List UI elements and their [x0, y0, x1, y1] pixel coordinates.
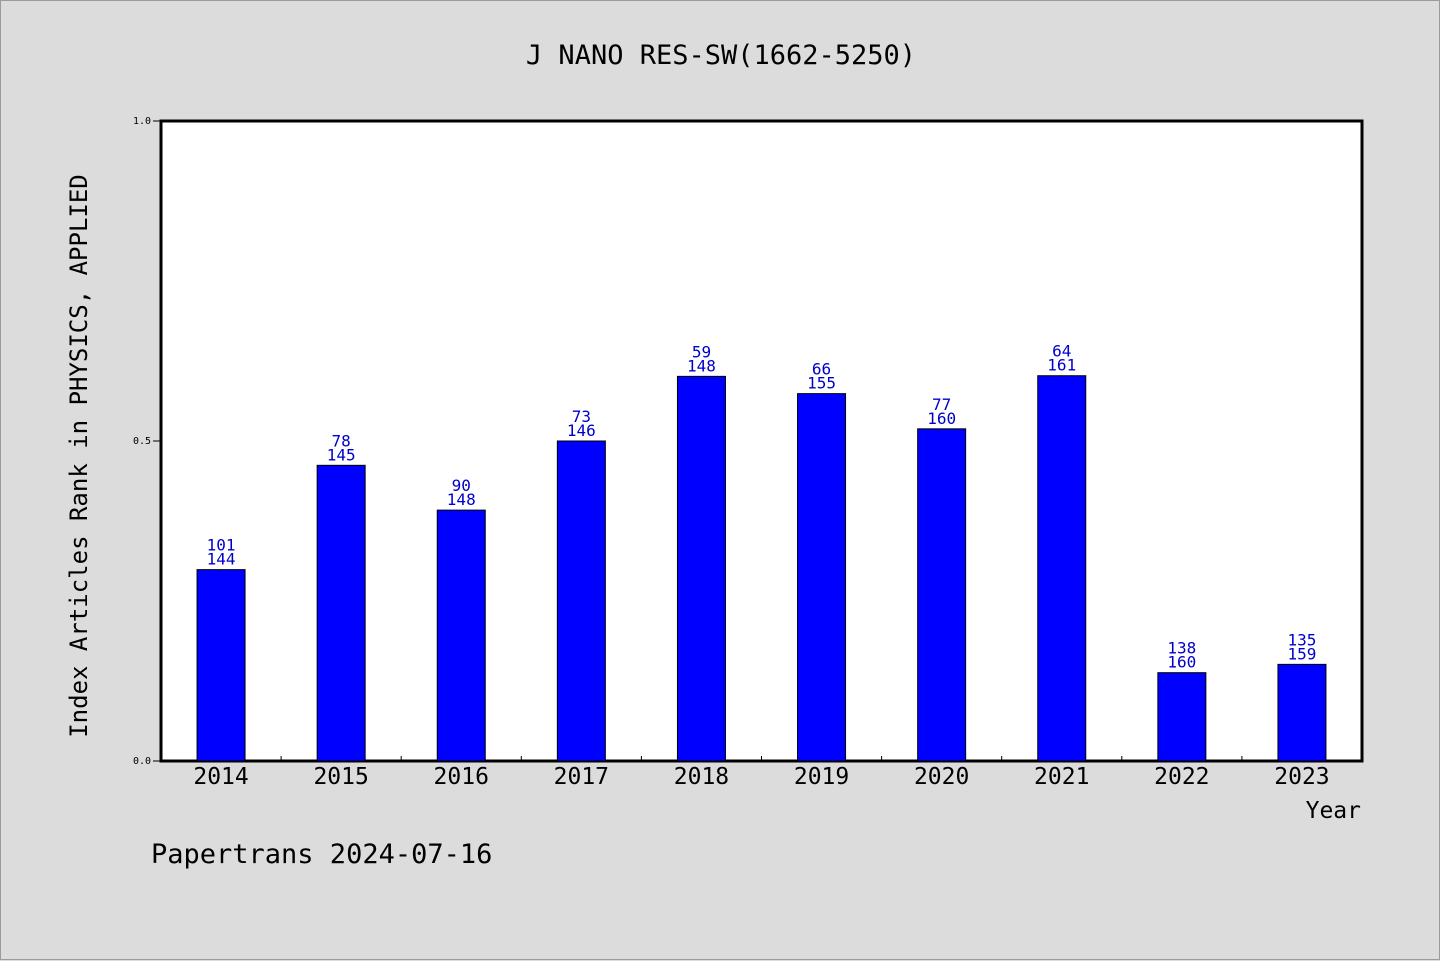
bars-group: [196, 375, 1327, 762]
bar-label-top-2021: 64: [1052, 342, 1071, 361]
x-tick-label-2016: 2016: [434, 764, 489, 790]
bar-label-top-2020: 77: [932, 395, 951, 414]
bar-label-bottom-2017: 146: [567, 421, 596, 440]
x-tick-label-2018: 2018: [674, 764, 729, 790]
y-axis: 0.0 0.5 1.0: [133, 116, 161, 767]
bar-2020: [917, 428, 967, 762]
bar-2021: [1037, 375, 1087, 762]
y-tick-label: 1.0: [133, 116, 151, 127]
bar-label-bottom-2021: 161: [1047, 356, 1076, 375]
bar-2015: [316, 464, 366, 762]
x-tick-label-2021: 2021: [1034, 764, 1089, 790]
bar-label-top-2018: 59: [692, 342, 711, 361]
bar-label-bottom-2020: 160: [927, 409, 956, 428]
bar-label-bottom-2018: 148: [687, 356, 716, 375]
bar-label-top-2017: 73: [572, 407, 591, 426]
bar-2018: [676, 375, 726, 762]
bar-2014: [196, 569, 246, 762]
y-axis-label: Index Articles Rank in PHYSICS, APPLIED: [65, 174, 93, 738]
bar-label-bottom-2019: 155: [807, 374, 836, 393]
y-tick-label: 0.0: [133, 756, 151, 767]
bar-label-bottom-2016: 148: [447, 490, 476, 509]
bar-label-top-2016: 90: [452, 476, 471, 495]
x-tick-label-2017: 2017: [554, 764, 609, 790]
bar-label-top-2022: 138: [1167, 639, 1196, 658]
bar-2017: [556, 440, 606, 762]
bar-label-top-2014: 101: [207, 536, 236, 555]
bar-label-bottom-2014: 144: [207, 550, 236, 569]
x-tick-label-2023: 2023: [1274, 764, 1329, 790]
x-tick-label-2015: 2015: [313, 764, 368, 790]
x-axis: 2014 2015 2016 2017 2018 2019 2020 2021 2022 2023: [193, 756, 1330, 790]
bar-2023: [1277, 663, 1327, 762]
x-axis-label: Year: [1306, 798, 1361, 824]
bar-label-bottom-2015: 145: [327, 445, 356, 464]
x-tick-label-2020: 2020: [914, 764, 969, 790]
x-tick-label-2014: 2014: [193, 764, 248, 790]
x-tick-label-2019: 2019: [794, 764, 849, 790]
y-tick-label: 0.5: [133, 436, 151, 447]
x-tick-label-2022: 2022: [1154, 764, 1209, 790]
bar-label-top-2023: 135: [1287, 630, 1316, 649]
bar-label-top-2015: 78: [332, 431, 351, 450]
footer-text: Papertrans 2024-07-16: [151, 839, 492, 870]
bar-2016: [436, 509, 486, 762]
bar-label-bottom-2023: 159: [1287, 644, 1316, 663]
bar-2019: [797, 393, 847, 762]
bar-2022: [1157, 672, 1207, 762]
bar-label-top-2019: 66: [812, 360, 831, 379]
chart-title: J NANO RES-SW(1662-5250): [526, 40, 916, 71]
bar-label-bottom-2022: 160: [1167, 653, 1196, 672]
